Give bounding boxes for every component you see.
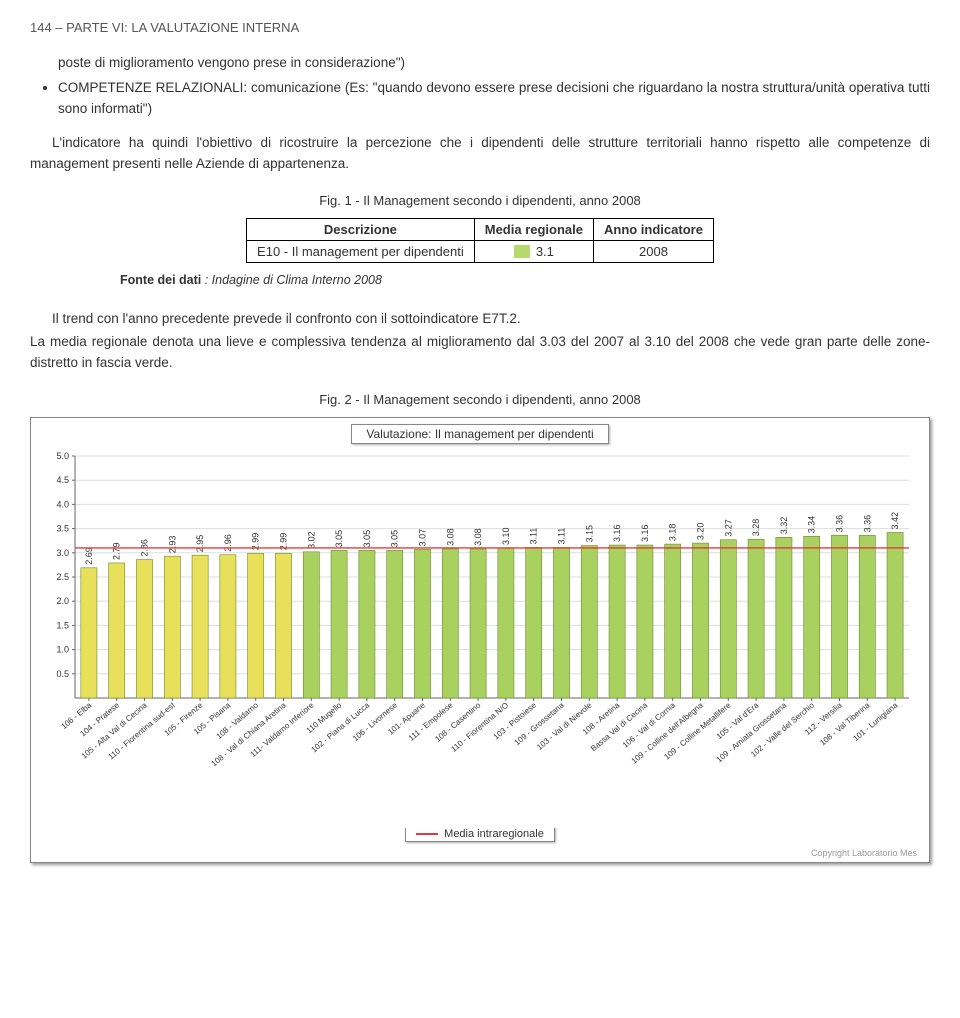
table-row: E10 - Il management per dipendenti 3.1 2… — [247, 241, 714, 263]
svg-text:2.93: 2.93 — [167, 536, 177, 554]
svg-text:3.32: 3.32 — [779, 517, 789, 535]
td-descrizione: E10 - Il management per dipendenti — [247, 241, 475, 263]
svg-text:3.20: 3.20 — [696, 522, 706, 540]
svg-text:3.02: 3.02 — [306, 531, 316, 549]
legend-line-icon — [416, 833, 438, 835]
media-value: 3.1 — [536, 244, 554, 259]
fig1-table: Descrizione Media regionale Anno indicat… — [246, 218, 714, 263]
table-header-row: Descrizione Media regionale Anno indicat… — [247, 219, 714, 241]
svg-text:1.0: 1.0 — [56, 644, 69, 654]
paragraph-media: La media regionale denota una lieve e co… — [30, 332, 930, 374]
svg-text:1.5: 1.5 — [56, 620, 69, 630]
svg-text:3.11: 3.11 — [529, 527, 539, 544]
bar-chart: 0.51.01.52.02.53.03.54.04.55.02.69106 - … — [37, 448, 923, 828]
intro-line: poste di miglioramento vengono prese in … — [58, 53, 930, 74]
svg-text:2.0: 2.0 — [56, 596, 69, 606]
paragraph-indicatore: L'indicatore ha quindi l'obiettivo di ri… — [30, 133, 930, 175]
body-text-block-2: Il trend con l'anno precedente prevede i… — [30, 309, 930, 374]
svg-text:3.36: 3.36 — [862, 515, 872, 533]
svg-text:5.0: 5.0 — [56, 451, 69, 461]
svg-text:2.69: 2.69 — [84, 547, 94, 565]
chart-copyright: Copyright Laboratorio Mes — [37, 848, 923, 862]
paragraph-trend: Il trend con l'anno precedente prevede i… — [30, 309, 930, 330]
chart-title: Valutazione: Il management per dipendent… — [351, 424, 608, 444]
svg-text:3.18: 3.18 — [668, 523, 678, 541]
svg-text:3.05: 3.05 — [362, 530, 372, 548]
bullet-competenze: COMPETENZE RELAZIONALI: comunicazione (E… — [58, 78, 930, 120]
svg-text:3.28: 3.28 — [751, 519, 761, 537]
svg-text:2.95: 2.95 — [195, 535, 205, 553]
svg-text:2.5: 2.5 — [56, 572, 69, 582]
svg-text:3.11: 3.11 — [557, 527, 567, 544]
svg-text:3.34: 3.34 — [807, 516, 817, 534]
svg-text:3.05: 3.05 — [334, 530, 344, 548]
svg-text:4.5: 4.5 — [56, 475, 69, 485]
svg-text:3.05: 3.05 — [390, 530, 400, 548]
svg-text:3.0: 3.0 — [56, 548, 69, 558]
svg-text:2.96: 2.96 — [223, 534, 233, 552]
chart-container: Valutazione: Il management per dipendent… — [30, 417, 930, 863]
svg-text:4.0: 4.0 — [56, 499, 69, 509]
color-swatch — [514, 245, 530, 258]
svg-text:3.16: 3.16 — [640, 524, 650, 542]
svg-text:0.5: 0.5 — [56, 669, 69, 679]
svg-text:3.42: 3.42 — [890, 512, 900, 530]
legend-label: Media intraregionale — [444, 828, 544, 840]
fonte-dati: Fonte dei dati : Indagine di Clima Inter… — [120, 273, 930, 287]
td-anno: 2008 — [593, 241, 713, 263]
svg-text:3.08: 3.08 — [445, 528, 455, 546]
svg-text:3.07: 3.07 — [418, 529, 428, 547]
svg-text:3.16: 3.16 — [612, 524, 622, 542]
fig1-caption: Fig. 1 - Il Management secondo i dipende… — [30, 193, 930, 208]
page-header: 144 – PARTE VI: LA VALUTAZIONE INTERNA — [30, 20, 930, 35]
svg-text:3.08: 3.08 — [473, 528, 483, 546]
svg-text:3.15: 3.15 — [584, 525, 594, 543]
svg-text:3.5: 3.5 — [56, 523, 69, 533]
svg-text:3.27: 3.27 — [723, 519, 733, 537]
td-media: 3.1 — [474, 241, 593, 263]
th-anno: Anno indicatore — [593, 219, 713, 241]
fonte-value: : Indagine di Clima Interno 2008 — [205, 273, 382, 287]
svg-text:3.36: 3.36 — [835, 515, 845, 533]
svg-text:2.79: 2.79 — [112, 542, 122, 560]
fonte-label: Fonte dei dati — [120, 273, 201, 287]
fig2-caption: Fig. 2 - Il Management secondo i dipende… — [30, 392, 930, 407]
svg-text:3.10: 3.10 — [501, 527, 511, 545]
body-text-block-1: poste di miglioramento vengono prese in … — [30, 53, 930, 175]
th-media: Media regionale — [474, 219, 593, 241]
th-descrizione: Descrizione — [247, 219, 475, 241]
